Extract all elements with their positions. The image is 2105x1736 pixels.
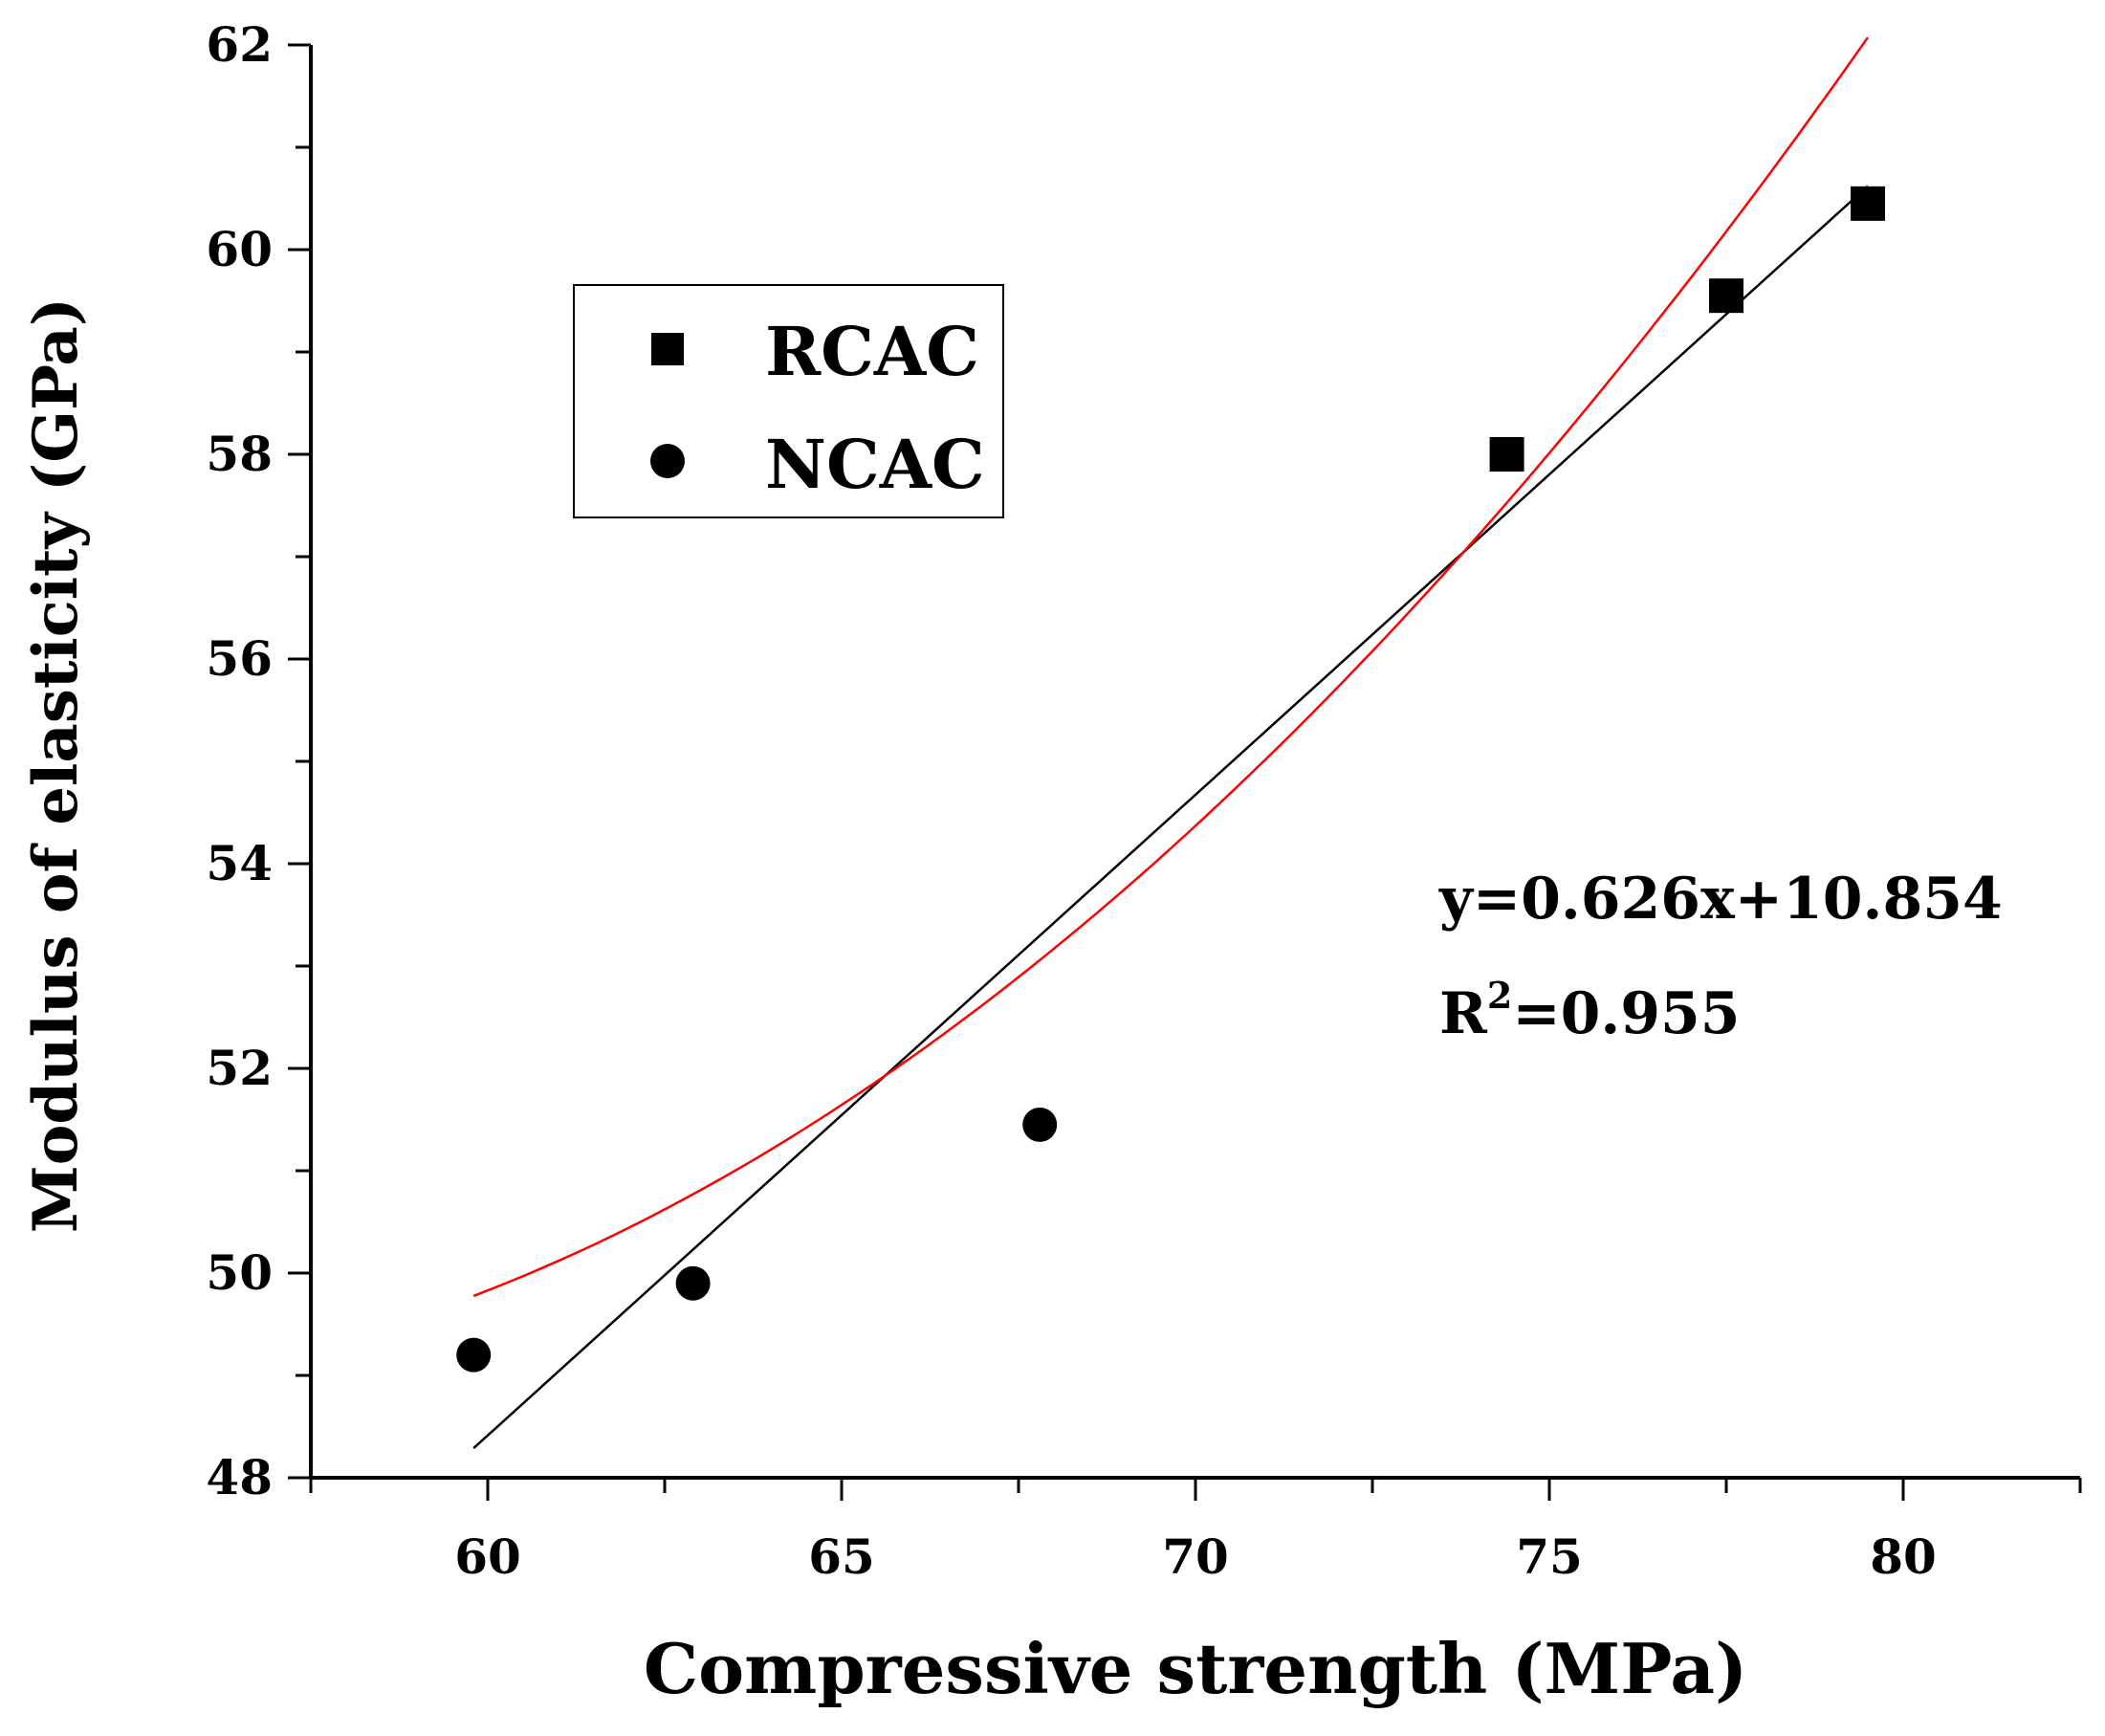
legend-label-ncac: NCAC [765, 425, 985, 504]
point-rcac [1851, 186, 1885, 221]
y-axis-title: Modulus of elasticity (GPa) [20, 297, 92, 1233]
point-ncac [675, 1265, 711, 1301]
r-squared-value: =0.955 [1512, 980, 1740, 1047]
point-ncac [1022, 1107, 1058, 1142]
point-rcac [1489, 437, 1524, 472]
legend-label-rcac: RCAC [765, 312, 979, 391]
data-points [456, 186, 1885, 1373]
y-tick-label: 62 [206, 16, 273, 73]
r-squared-sup: 2 [1487, 974, 1512, 1017]
y-tick-label: 56 [206, 630, 273, 687]
point-ncac [456, 1337, 492, 1373]
y-tick-label: 48 [206, 1449, 273, 1505]
y-tick-label: 52 [206, 1040, 273, 1096]
fit-equation: y=0.626x+10.854 [1438, 866, 2003, 933]
x-tick-label: 70 [1162, 1528, 1229, 1585]
x-tick-label: 65 [808, 1528, 875, 1585]
point-rcac [1709, 278, 1743, 314]
x-tick-label: 80 [1870, 1528, 1937, 1585]
legend-marker-rcac [651, 333, 684, 365]
x-tick-label: 75 [1516, 1528, 1583, 1585]
legend: RCAC NCAC [573, 284, 1004, 518]
y-tick-label: 54 [206, 835, 273, 891]
r-squared-base: R [1439, 980, 1488, 1047]
y-tick-label: 58 [206, 426, 273, 482]
axes: 60 65 70 75 80 48 50 52 54 56 58 60 62 [206, 16, 2082, 1585]
y-tick-label: 60 [206, 221, 273, 277]
r-squared: R2=0.955 [1439, 974, 1740, 1047]
legend-box [573, 284, 1004, 518]
x-tick-label: 60 [454, 1528, 521, 1585]
linear-fit [472, 185, 1869, 1450]
fit-lines [472, 36, 1870, 1450]
x-axis-title: Compressive strength (MPa) [644, 1628, 1747, 1709]
legend-marker-ncac [650, 444, 685, 478]
quadratic-fit [472, 36, 1870, 1298]
y-tick-label: 50 [206, 1244, 273, 1301]
